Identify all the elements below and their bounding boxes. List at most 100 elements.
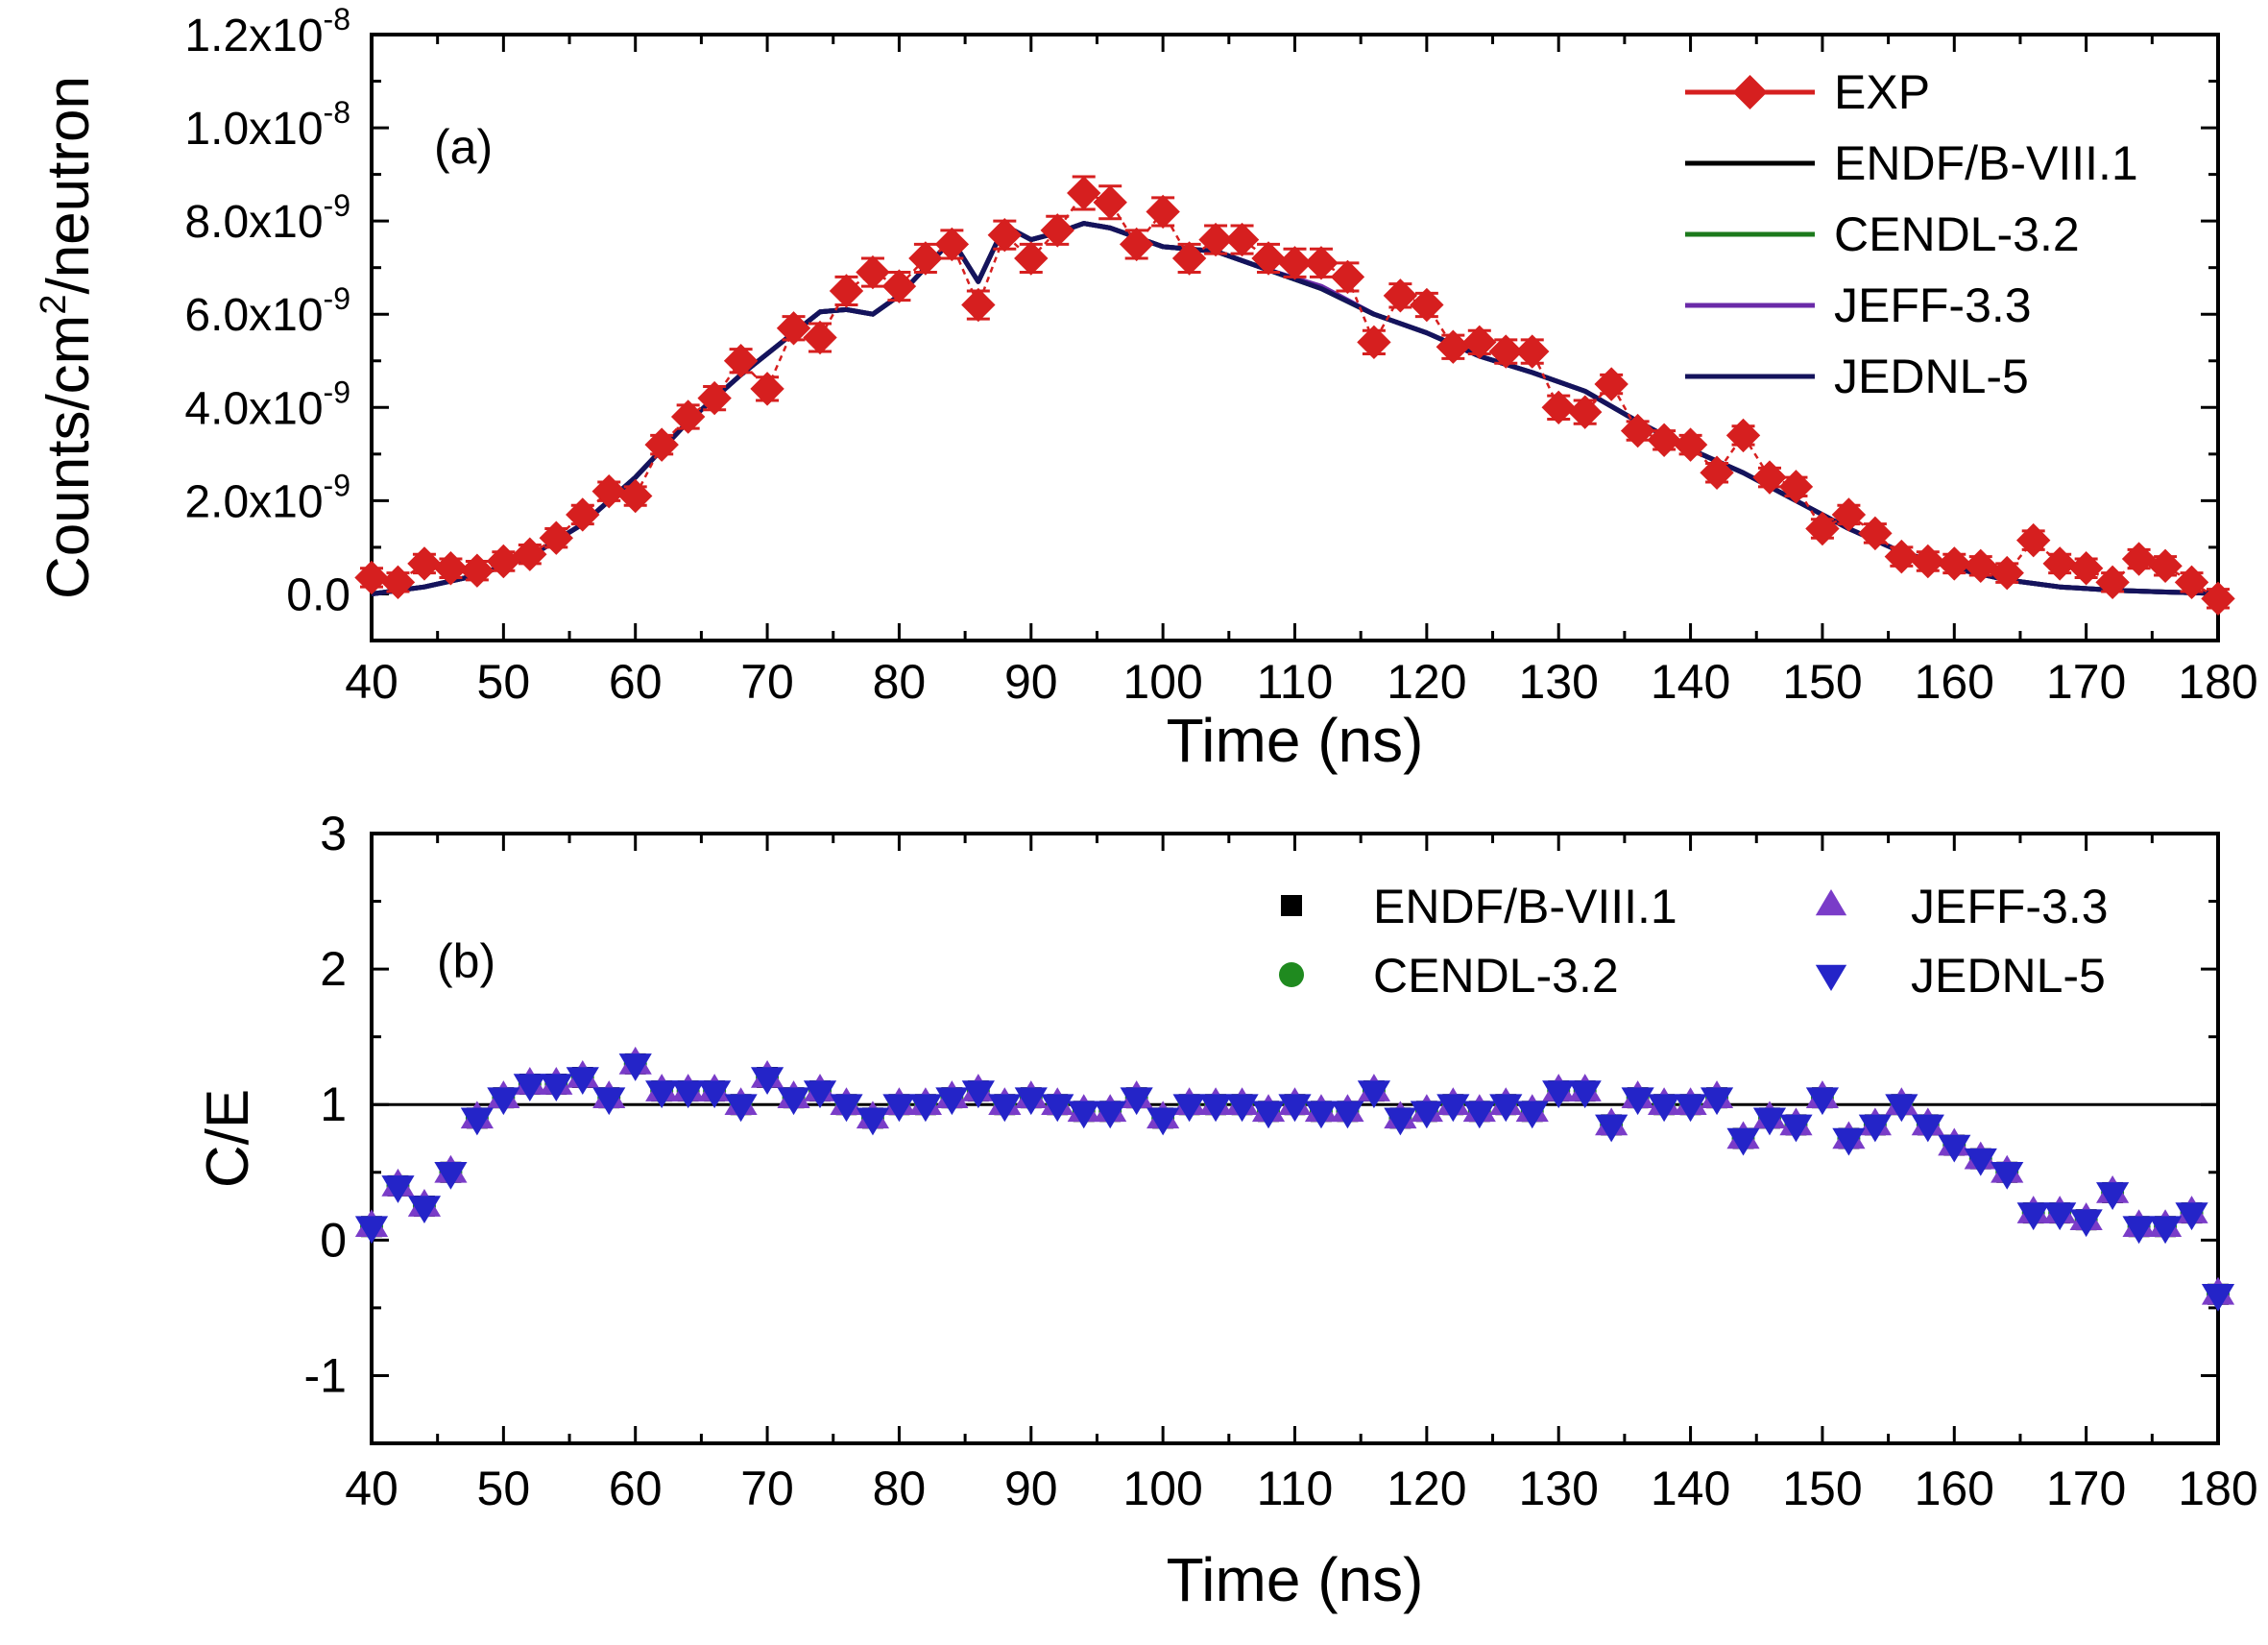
- cte-point-jednl-5: [1067, 1101, 1100, 1129]
- exp-point: [2015, 522, 2051, 558]
- cte-point-jednl-5: [1805, 1087, 1840, 1116]
- panel-a-y-tick-label: 0.0: [286, 569, 350, 620]
- panel-b-y-tick-label: 3: [320, 807, 347, 860]
- cte-point-jednl-5: [1357, 1080, 1391, 1109]
- exp-point: [539, 520, 574, 555]
- panel-b-x-tick-label: 160: [1915, 1462, 1994, 1515]
- exp-point: [1093, 185, 1127, 220]
- panel-a-x-tick-label: 150: [1782, 655, 1862, 709]
- exp-point: [433, 551, 469, 586]
- panel-a-y-tick-label: 8.0x10-9: [184, 188, 350, 248]
- cte-point-jednl-5: [1436, 1094, 1470, 1123]
- cte-point-jednl-5: [1752, 1107, 1787, 1136]
- exp-point: [2148, 548, 2183, 584]
- exp-point: [2068, 551, 2104, 586]
- panel-a-y-tick-exponent: -9: [324, 468, 350, 502]
- panel-b-x-tick-label: 110: [1257, 1462, 1334, 1515]
- legend-label-cendl-3-2: CENDL-3.2: [1834, 207, 2080, 261]
- cte-point-jednl-5: [618, 1053, 652, 1081]
- exp-point: [1014, 241, 1049, 276]
- panel-b-y-tick-label: 0: [320, 1213, 347, 1267]
- cte-point-jednl-5: [1198, 1094, 1233, 1123]
- panel-a-y-tick-label: 6.0x10-9: [184, 281, 350, 341]
- cte-point-jednl-5: [2016, 1202, 2050, 1231]
- cte-point-jednl-5: [1146, 1107, 1180, 1136]
- cte-point-jednl-5: [354, 1216, 389, 1245]
- panel-a-x-tick-label: 100: [1122, 655, 1202, 709]
- cte-point-jednl-5: [1462, 1101, 1496, 1129]
- exp-point: [618, 478, 653, 514]
- exp-point: [1725, 418, 1761, 453]
- exp-point: [856, 254, 890, 290]
- panel-a-x-tick-label: 90: [1004, 655, 1058, 709]
- cte-point-jednl-5: [645, 1080, 679, 1109]
- exp-point: [1304, 246, 1339, 280]
- panel-b-legend: ENDF/B-VIII.1 CENDL-3.2 JEFF-3.3 JEDNL-5: [1279, 880, 2109, 1003]
- exp-point: [591, 473, 626, 509]
- legend-label-jeff-3-3: JEFF-3.3: [1834, 278, 2032, 332]
- cte-point-jednl-5: [487, 1087, 520, 1116]
- legend-label-jeff-3-3: JEFF-3.3: [1911, 880, 2109, 933]
- cte-point-jednl-5: [1515, 1101, 1549, 1129]
- cte-point-jednl-5: [1595, 1114, 1629, 1143]
- cte-point-jednl-5: [381, 1175, 415, 1203]
- panel-b-x-tick-label: 90: [1004, 1462, 1058, 1515]
- panel-a-y-tick-mantissa: 2.0x10: [184, 476, 323, 527]
- panel-b-x-tick-label: 120: [1387, 1462, 1466, 1515]
- cte-point-jednl-5: [407, 1196, 442, 1224]
- legend-marker-cendl-3-2: [1279, 962, 1304, 987]
- exp-point: [2042, 546, 2077, 581]
- exp-point: [1040, 213, 1074, 248]
- panel-a-y-tick-exponent: -9: [324, 375, 350, 409]
- panel-a-x-tick-label: 130: [1518, 655, 1598, 709]
- legend-label-cendl-3-2: CENDL-3.2: [1373, 949, 1619, 1003]
- cte-point-jednl-5: [1700, 1087, 1734, 1116]
- exp-point: [2121, 542, 2157, 576]
- panel-a-y-tick-mantissa: 4.0x10: [184, 383, 323, 434]
- panel-a-y-tick-label: 4.0x10-9: [184, 375, 350, 434]
- exp-point: [1357, 325, 1391, 360]
- panel-b-x-tick-label: 140: [1651, 1462, 1730, 1515]
- cte-point-jednl-5: [1410, 1101, 1443, 1129]
- exp-point: [723, 344, 759, 378]
- exp-point: [1383, 278, 1418, 313]
- exp-point: [1647, 423, 1681, 457]
- legend-label-endf-b-viii-1: ENDF/B-VIII.1: [1834, 136, 2138, 190]
- cte-point-jednl-5: [750, 1067, 784, 1095]
- exp-point: [354, 560, 389, 595]
- cte-point-jednl-5: [908, 1094, 942, 1123]
- exp-point: [697, 380, 732, 416]
- exp-point: [1277, 246, 1313, 280]
- legend-marker-endf-b-viii-1: [1281, 895, 1302, 916]
- cte-point-jednl-5: [592, 1087, 626, 1116]
- cte-point-jednl-5: [1489, 1094, 1523, 1123]
- panel-a-label: (a): [434, 120, 493, 174]
- exp-point: [486, 544, 521, 579]
- exp-point: [803, 320, 837, 355]
- legend-label-jednl-5: JEDNL-5: [1911, 949, 2106, 1003]
- panel-a-x-tick-label: 120: [1387, 655, 1466, 709]
- cte-point-jednl-5: [671, 1080, 705, 1109]
- exp-point: [1198, 222, 1233, 257]
- exp-point: [1515, 334, 1550, 369]
- cte-point-jednl-5: [2122, 1216, 2156, 1245]
- panel-a-x-tick-label: 140: [1651, 655, 1730, 709]
- exp-point: [1752, 460, 1787, 495]
- exp-point: [1884, 539, 1919, 574]
- cte-point-jednl-5: [434, 1161, 468, 1190]
- cte-point-jednl-5: [1964, 1148, 1997, 1176]
- panel-a-x-tick-label: 110: [1257, 655, 1334, 709]
- exp-point: [750, 372, 784, 406]
- panel-a-y-tick-mantissa: 8.0x10: [184, 197, 323, 248]
- panel-b-y-tick-label: 1: [320, 1077, 347, 1131]
- cte-point-jednl-5: [1674, 1094, 1707, 1123]
- panel-b-x-tick-label: 100: [1122, 1462, 1202, 1515]
- cte-point-jednl-5: [803, 1080, 837, 1109]
- exp-point: [670, 399, 706, 434]
- panel-a-x-tick-label: 160: [1915, 655, 1994, 709]
- exp-point: [1620, 413, 1655, 448]
- panel-a-ticks: 40 50 60 70 80 90 100 110 120 130 140 150 160 170 180 0…: [184, 2, 2257, 709]
- cte-point-jednl-5: [1304, 1101, 1339, 1129]
- cte-point-jednl-5: [2069, 1209, 2103, 1238]
- cte-point-jednl-5: [1885, 1094, 1918, 1123]
